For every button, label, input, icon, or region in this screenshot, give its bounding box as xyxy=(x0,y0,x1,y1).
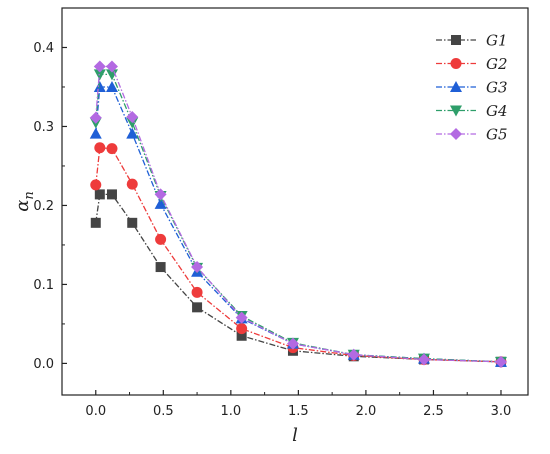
data-point xyxy=(93,60,106,73)
data-point xyxy=(90,179,102,191)
x-tick-label: 1.0 xyxy=(220,404,241,419)
legend-item: G4 xyxy=(436,102,508,120)
data-point xyxy=(191,286,203,298)
x-tick-label: 0.0 xyxy=(85,404,106,419)
data-point xyxy=(105,80,118,92)
legend-label: G3 xyxy=(486,79,508,97)
legend-item: G1 xyxy=(436,32,508,50)
y-axis-title: αn xyxy=(12,191,37,212)
data-point xyxy=(417,353,430,366)
data-point xyxy=(126,117,139,129)
data-point xyxy=(236,323,248,335)
x-tick-label: 2.5 xyxy=(423,404,444,419)
y-tick-label: 0.1 xyxy=(33,278,54,293)
data-point xyxy=(127,217,138,228)
data-point xyxy=(347,348,360,361)
y-tick-label: 0.0 xyxy=(33,357,54,372)
data-point xyxy=(155,262,166,273)
series-line xyxy=(95,193,502,363)
data-point xyxy=(106,189,117,200)
y-axis-title-subscript: n xyxy=(22,191,37,199)
data-point xyxy=(126,127,139,139)
x-tick-label: 0.5 xyxy=(153,404,174,419)
series-line xyxy=(95,73,502,363)
series-g1 xyxy=(90,189,506,367)
legend-label: G5 xyxy=(486,126,508,144)
data-point xyxy=(191,261,204,274)
data-point xyxy=(126,178,138,190)
data-point xyxy=(154,197,167,209)
x-tick-label: 2.0 xyxy=(356,404,377,419)
data-point xyxy=(94,142,106,154)
legend-marker xyxy=(450,81,462,92)
legend-marker xyxy=(450,58,462,69)
data-point xyxy=(93,80,106,92)
data-point xyxy=(90,217,101,228)
legend-label: G1 xyxy=(486,32,508,50)
legend-label: G4 xyxy=(486,102,508,120)
series-g4 xyxy=(89,69,507,368)
data-point xyxy=(89,127,102,139)
data-point xyxy=(89,111,102,124)
y-tick-label: 0.2 xyxy=(33,199,54,214)
data-point xyxy=(155,233,167,245)
y-axis-title-main: α xyxy=(12,200,33,212)
y-tick-label: 0.4 xyxy=(33,41,54,56)
x-axis-title: l xyxy=(292,425,298,446)
series-line xyxy=(95,147,502,363)
series-g5 xyxy=(89,60,507,368)
legend-marker xyxy=(450,105,462,117)
data-point xyxy=(105,60,118,73)
legend-item: G5 xyxy=(436,126,508,144)
data-point xyxy=(93,69,106,81)
legend-marker xyxy=(451,35,461,45)
plot-frame xyxy=(61,7,529,396)
data-point xyxy=(106,143,118,155)
data-point xyxy=(235,311,248,324)
data-point xyxy=(126,110,139,123)
legend: G1 G2 G3 G4 G5 xyxy=(436,32,508,144)
data-point xyxy=(192,302,203,313)
x-tick-label: 3.0 xyxy=(491,404,512,419)
data-point xyxy=(236,330,247,341)
legend-item: G3 xyxy=(436,79,508,97)
data-point xyxy=(154,188,167,201)
data-point xyxy=(286,337,299,350)
data-point xyxy=(494,355,507,368)
x-tick-label: 1.5 xyxy=(288,404,309,419)
y-tick-label: 0.3 xyxy=(33,120,54,135)
legend-label: G2 xyxy=(486,55,508,73)
series-line xyxy=(95,86,502,363)
legend-marker xyxy=(450,128,462,140)
data-point xyxy=(105,69,118,81)
data-point xyxy=(94,189,105,200)
legend-item: G2 xyxy=(436,55,508,73)
